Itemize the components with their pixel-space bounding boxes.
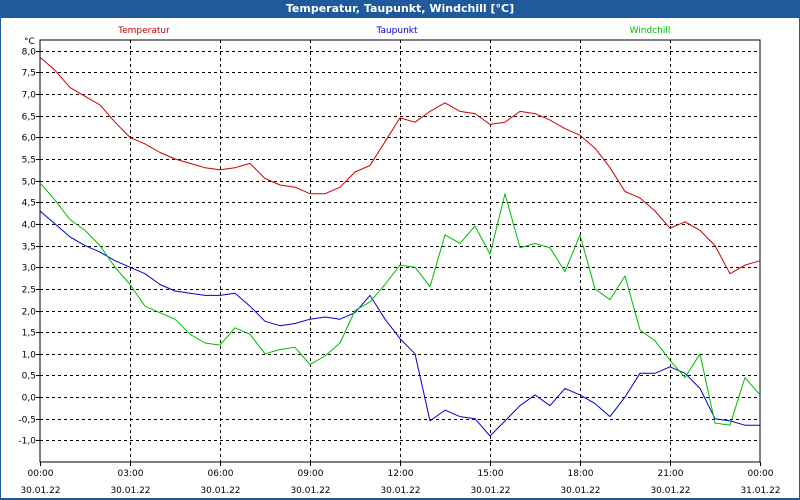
y-tick-label: 0,5 (22, 372, 36, 382)
y-axis-ticks: 8,0 7,5 7,0 6,5 6,0 5,5 5,0 4,5 4,0 3,5 3,0 2,5 2,0 1… (18, 48, 40, 447)
legend: Temperatur Taupunkt Windchill (117, 26, 670, 36)
y-tick-label: 8,0 (22, 48, 37, 58)
series-line-temperatur (39, 56, 761, 275)
y-tick-label: 4,0 (22, 221, 37, 231)
x-tick-date-label: 30.01.22 (560, 486, 600, 496)
x-tick-date-label: 30.01.22 (200, 486, 240, 496)
x-tick-date-label: 30.01.22 (650, 486, 690, 496)
legend-entry-windchill: Windchill (630, 26, 671, 36)
y-tick-label: 7,0 (22, 91, 37, 101)
x-tick-date-label: 30.01.22 (20, 486, 60, 496)
legend-entry-taupunkt: Taupunkt (375, 26, 418, 36)
window-title: Temperatur, Taupunkt, Windchill [°C] (0, 0, 800, 18)
y-tick-label: 3,5 (22, 243, 36, 253)
x-tick-time-label: 09:00 (298, 469, 324, 479)
x-tick-time-label: 00:00 (748, 469, 774, 479)
y-tick-label: 5,0 (22, 178, 37, 188)
x-tick-time-label: 06:00 (208, 469, 234, 479)
x-tick-time-label: 12:00 (388, 469, 414, 479)
y-tick-label: -1,0 (18, 437, 36, 447)
series-lines (39, 56, 761, 437)
series-line-taupunkt (39, 210, 760, 437)
x-tick-time-label: 18:00 (568, 469, 594, 479)
chart-canvas: 8,0 7,5 7,0 6,5 6,0 5,5 5,0 4,5 4,0 3,5 3,0 2,5 2,0 1… (18, 26, 781, 496)
y-tick-label: 2,5 (22, 286, 36, 296)
y-tick-label: 6,0 (22, 134, 37, 144)
y-tick-label: 1,5 (22, 329, 36, 339)
x-tick-date-label: 31.01.22 (740, 486, 780, 496)
y-tick-label: 2,0 (22, 308, 37, 318)
legend-entry-temperatur: Temperatur (117, 26, 170, 36)
x-tick-date-label: 30.01.22 (380, 486, 420, 496)
y-axis-label: °C (24, 37, 35, 47)
x-tick-time-label: 15:00 (478, 469, 504, 479)
grid-lines (40, 40, 760, 462)
x-tick-date-label: 30.01.22 (290, 486, 330, 496)
x-tick-date-label: 30.01.22 (470, 486, 510, 496)
y-tick-label: 0,0 (22, 394, 37, 404)
series-line-windchill (39, 182, 761, 426)
y-tick-label: 6,5 (22, 113, 36, 123)
y-tick-label: 5,5 (22, 156, 36, 166)
y-tick-label: -0,5 (18, 416, 36, 426)
x-tick-time-label: 21:00 (658, 469, 684, 479)
x-tick-date-label: 30.01.22 (110, 486, 150, 496)
y-tick-label: 7,5 (22, 69, 36, 79)
y-tick-label: 4,5 (22, 199, 36, 209)
y-tick-label: 1,0 (22, 351, 37, 361)
x-axis-ticks: 00:00 30.01.22 03:00 30.01.22 06:00 30.01.22 0… (20, 462, 781, 496)
y-tick-label: 3,0 (22, 264, 37, 274)
x-tick-time-label: 03:00 (118, 469, 144, 479)
x-tick-time-label: 00:00 (28, 469, 54, 479)
